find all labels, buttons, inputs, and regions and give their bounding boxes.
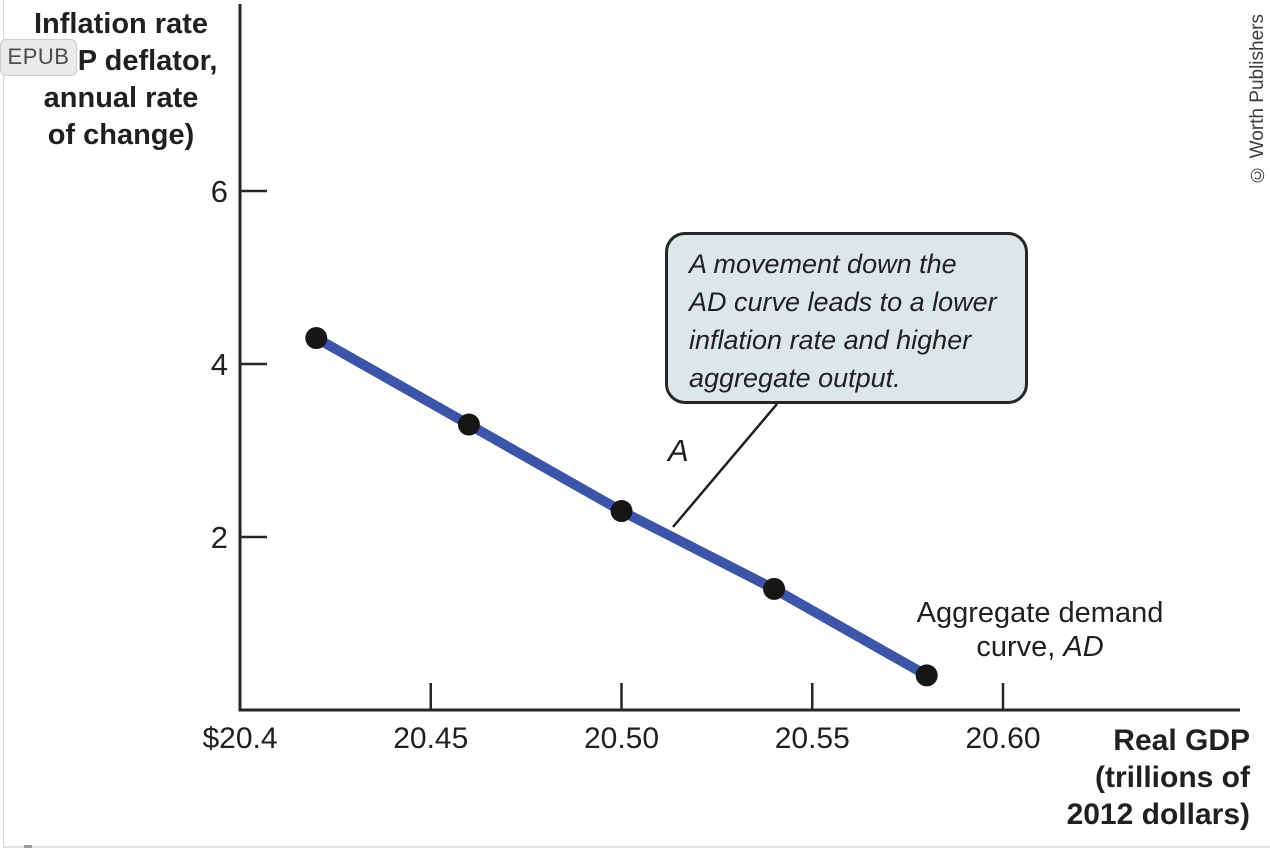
curve-label-ad: AD [1063,631,1104,663]
x-tick-label: 20.60 [965,722,1040,755]
bottom-edge-strip [3,846,1270,848]
y-axis-title: Inflation rate (GDP deflator, annual rat… [0,6,242,154]
y-axis-title-line4: of change) [47,119,195,151]
x-tick-label: 20.45 [393,722,468,755]
x-axis-title-line1: Real GDP [1113,724,1250,757]
annotation-line1: A movement down the [689,249,957,279]
annotation-line2: AD curve leads to a lower [689,287,997,317]
y-tick-label: 2 [211,520,228,555]
annotation-line4: aggregate output. [689,363,901,393]
data-point [915,664,938,687]
x-tick-label: 20.50 [584,722,659,755]
curve-label: Aggregate demand curve, AD [880,596,1200,664]
curve-label-line1: Aggregate demand [916,597,1164,629]
data-point [457,413,480,436]
x-tick-label: 20.55 [775,722,850,755]
data-point [305,327,328,350]
x-axis-title: Real GDP (trillions of 2012 dollars) [1067,722,1250,833]
bottom-edge-mark [24,845,32,848]
callout-pointer-line [672,403,778,528]
x-axis-title-line2: (trillions of [1095,761,1250,794]
page-left-border [3,0,4,848]
curve-label-line2: curve, AD [880,630,1200,664]
y-axis-title-line1: Inflation rate [33,8,208,40]
data-point [610,500,633,523]
y-tick-label: 4 [211,347,228,382]
curve-label-line2-prefix: curve, [976,631,1064,663]
epub-badge[interactable]: EPUB [0,39,77,76]
y-tick-label: 6 [211,174,228,209]
copyright-credit: © Worth Publishers [1247,14,1268,185]
y-axis-title-line3: annual rate [43,82,199,114]
x-tick-label: $20.4 [202,722,277,755]
data-point [763,577,786,600]
annotation-callout: A movement down the AD curve leads to a … [665,232,1028,404]
x-axis-title-line3: 2012 dollars) [1066,798,1250,831]
annotation-line3: inflation rate and higher [689,325,972,355]
axes-lines [238,4,1240,712]
point-a-label: A [668,433,689,468]
